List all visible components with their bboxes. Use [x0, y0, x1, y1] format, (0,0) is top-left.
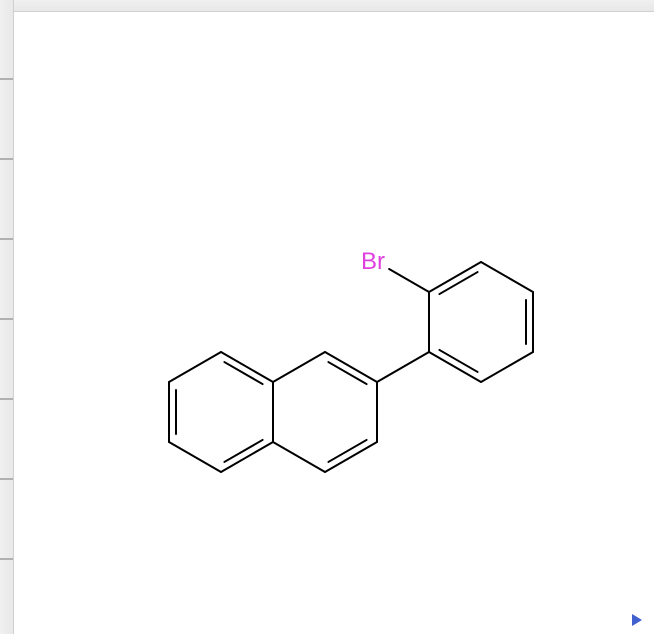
- atom-label-br: Br: [361, 248, 385, 276]
- play-icon[interactable]: [632, 614, 642, 626]
- drawing-canvas[interactable]: Br: [14, 12, 654, 634]
- ruler-top: [14, 0, 654, 12]
- ruler-left: [0, 0, 14, 634]
- molecule-structure: [14, 12, 654, 634]
